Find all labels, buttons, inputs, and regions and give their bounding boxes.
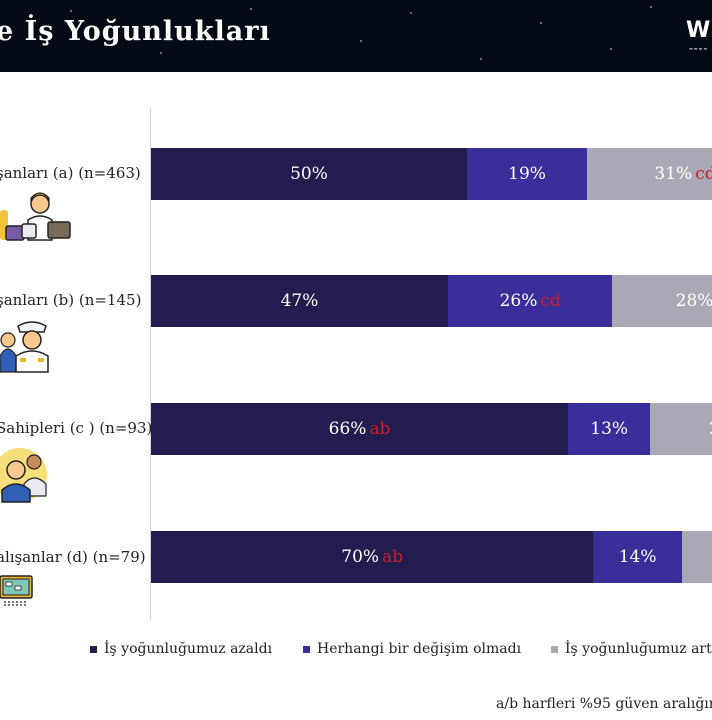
star-decoration [250,8,252,10]
star-decoration [70,10,72,12]
bar-seg-decreased: 47% [151,275,449,327]
data-label: 50% [290,164,328,184]
data-label: 19% [508,164,546,184]
star-decoration [360,40,362,42]
page-title: e İş Yoğunlukları [0,16,271,47]
public-workers-icon [0,321,49,373]
data-label: 22 [709,419,712,439]
legend-label: Herhangi bir değişim olmadı [317,641,522,657]
data-label: 70% [341,547,380,567]
data-label: 14% [618,547,657,567]
data-label: 66% [328,419,367,439]
bar-seg-no-change: 13% [568,403,651,455]
data-label: 13% [590,419,629,439]
legend-label: İş yoğunluğumuz artt [565,641,712,657]
star-decoration [650,6,652,8]
legend-swatch [551,645,558,653]
bar-seg-no-change: 19% [467,148,588,200]
brand-logo: W [686,18,711,43]
bar-row-d: 70% ab 14% [151,531,712,583]
legend-item-no-change: Herhangi bir değişim olmadı [303,641,521,657]
bar-row-c: 66%ab 13% 22 [151,403,712,455]
significance-footnote: a/b harfleri %95 güven aralığın [496,696,712,712]
legend-swatch [303,645,310,653]
bar-seg-no-change: 14% [593,531,682,583]
bar-seg-increased [681,531,712,583]
data-label: 31% [654,164,693,184]
star-decoration [540,22,542,24]
star-decoration [160,52,162,54]
significance-letter: cd [695,164,712,184]
category-label-b: şanları (b) (n=145) [0,291,142,309]
y-axis-line [150,108,151,620]
category-label-a: şanları (a) (n=463) [0,164,141,182]
legend-item-increased: İş yoğunluğumuz artt [551,641,712,657]
header-banner: e İş Yoğunlukları W ▬▬▬▬ [0,0,712,72]
data-label: 28% [675,291,712,311]
bar-seg-no-change: 26% cd [448,275,613,327]
star-decoration [480,58,482,60]
significance-letter: ab [369,419,391,439]
bar-seg-increased: 22 [650,403,712,455]
legend-swatch [90,645,97,653]
chart-legend: İş yoğunluğumuz azaldı Herhangi bir deği… [90,641,712,661]
significance-letter: ab [382,547,404,567]
category-label-d: alışanlar (d) (n=79) [0,548,146,566]
legend-item-decreased: İş yoğunluğumuz azaldı [90,641,272,657]
star-decoration [410,12,412,14]
business-owners-icon [0,448,47,503]
significance-letter: cd [540,291,561,311]
legend-label: İş yoğunluğumuz azaldı [104,641,273,657]
bar-seg-increased: 31% cd [587,148,712,200]
data-label: 47% [280,291,319,311]
bar-seg-increased: 28%c [612,275,712,327]
category-label-c: Sahipleri (c ) (n=93) [0,419,153,437]
bar-seg-decreased: 66% ab [151,403,569,455]
brand-logo-tagline: ▬▬▬▬ [689,46,709,51]
bar-seg-decreased: 70% ab [151,531,594,583]
office-workers-icon [0,192,71,241]
data-label: 26% [499,291,538,311]
bar-row-a: 50% 19% 31% cd [151,148,712,200]
bar-seg-decreased: 50% [151,148,467,200]
star-decoration [610,48,612,50]
computer-workers-icon [0,575,33,606]
